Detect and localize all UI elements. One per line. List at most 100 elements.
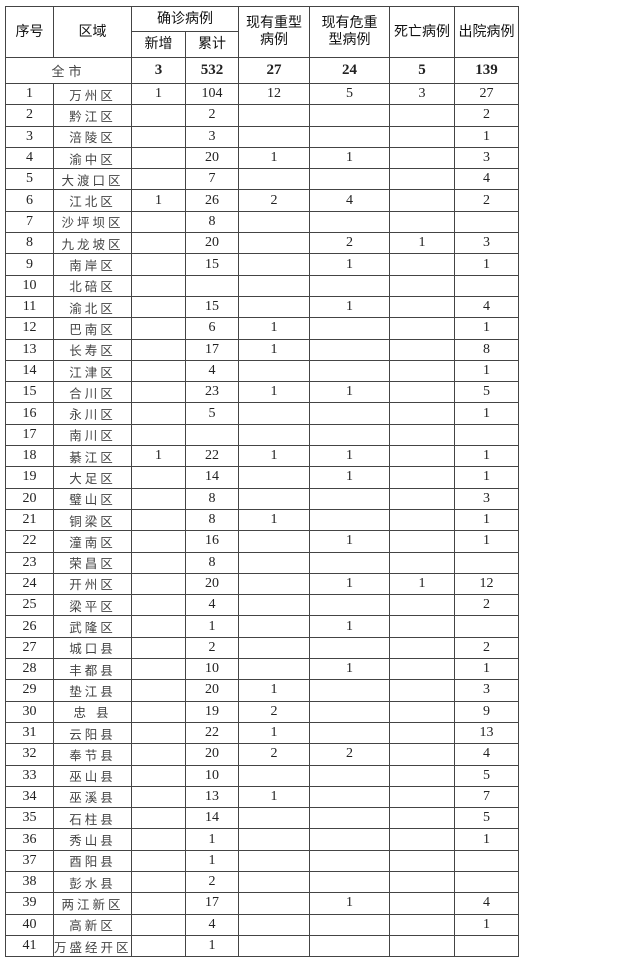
cell-discharged: 13 — [454, 721, 519, 745]
cell-severe: 1 — [238, 508, 310, 532]
cell-deaths: 1 — [389, 232, 455, 255]
cell-new — [131, 125, 186, 148]
cell-severe — [238, 572, 310, 596]
cell-critical — [309, 104, 390, 127]
cell-severe: 1 — [238, 785, 310, 809]
cell-region: 江北区 — [53, 189, 132, 212]
header-severe: 现有重型病例 — [238, 6, 310, 58]
cell-severe — [238, 125, 310, 148]
table-row: 11 渝北区 15 1 4 — [5, 295, 519, 319]
cell-index: 14 — [5, 359, 54, 383]
cell-discharged: 1 — [454, 530, 519, 553]
table-row: 5 大渡口区 7 4 — [5, 168, 519, 191]
cell-discharged: 1 — [454, 658, 519, 681]
cell-new — [131, 466, 186, 489]
cell-index: 36 — [5, 828, 54, 851]
cell-region: 九龙坡区 — [53, 232, 132, 255]
table-row: 7 沙坪坝区 8 — [5, 210, 519, 234]
table-row: 33 巫山县 10 5 — [5, 764, 519, 787]
cell-critical — [309, 338, 390, 361]
cell-severe: 1 — [238, 146, 310, 170]
total-discharged: 139 — [454, 57, 519, 84]
cell-deaths — [389, 934, 455, 958]
cell-new — [131, 892, 186, 915]
cell-new: 1 — [131, 82, 186, 106]
cell-cumulative: 7 — [185, 168, 239, 191]
total-row: 全市 3 532 27 24 5 139 — [5, 57, 519, 84]
cell-index: 20 — [5, 487, 54, 510]
cell-cumulative: 4 — [185, 913, 239, 936]
cell-deaths — [389, 785, 455, 809]
table-row: 4 渝中区 20 1 1 3 — [5, 146, 519, 170]
total-label: 全市 — [5, 57, 132, 84]
cell-severe — [238, 828, 310, 851]
cell-index: 26 — [5, 615, 54, 638]
cell-region: 万州区 — [53, 82, 132, 106]
cell-region: 巴南区 — [53, 317, 132, 340]
cell-deaths — [389, 828, 455, 851]
cell-new — [131, 232, 186, 255]
cell-new — [131, 721, 186, 745]
cell-severe — [238, 636, 310, 660]
cell-new — [131, 253, 186, 276]
cell-region: 长寿区 — [53, 338, 132, 361]
cell-severe — [238, 274, 310, 297]
cell-cumulative: 8 — [185, 508, 239, 532]
cell-index: 4 — [5, 146, 54, 170]
cell-cumulative: 2 — [185, 636, 239, 660]
cell-deaths — [389, 508, 455, 532]
cell-index: 39 — [5, 892, 54, 915]
cell-cumulative: 20 — [185, 679, 239, 702]
total-severe: 27 — [238, 57, 310, 84]
cell-critical — [309, 721, 390, 745]
table-row: 29 垫江县 20 1 3 — [5, 679, 519, 702]
cell-index: 7 — [5, 210, 54, 234]
cell-cumulative: 16 — [185, 530, 239, 553]
cell-index: 1 — [5, 82, 54, 106]
cell-severe — [238, 232, 310, 255]
cell-critical — [309, 849, 390, 872]
cell-new — [131, 594, 186, 617]
cell-severe: 1 — [238, 445, 310, 468]
header-index: 序号 — [5, 6, 54, 58]
cell-deaths — [389, 870, 455, 894]
cell-region: 巫溪县 — [53, 785, 132, 809]
cell-index: 5 — [5, 168, 54, 191]
cell-new — [131, 423, 186, 447]
cell-severe: 2 — [238, 189, 310, 212]
cell-critical — [309, 125, 390, 148]
cell-cumulative: 26 — [185, 189, 239, 212]
cell-new — [131, 508, 186, 532]
table-row: 28 丰都县 10 1 1 — [5, 658, 519, 681]
cell-region: 北碚区 — [53, 274, 132, 297]
cell-new — [131, 785, 186, 809]
cell-severe — [238, 892, 310, 915]
cell-new — [131, 551, 186, 574]
cell-discharged — [454, 423, 519, 447]
cell-deaths — [389, 764, 455, 787]
cell-critical — [309, 423, 390, 447]
cell-region: 秀山县 — [53, 828, 132, 851]
cell-severe — [238, 359, 310, 383]
cell-new — [131, 530, 186, 553]
cell-discharged: 27 — [454, 82, 519, 106]
table-row: 23 荣昌区 8 — [5, 551, 519, 574]
cell-new — [131, 402, 186, 425]
cell-new — [131, 764, 186, 787]
cell-index: 25 — [5, 594, 54, 617]
cell-critical: 1 — [309, 466, 390, 489]
cell-index: 27 — [5, 636, 54, 660]
cell-index: 40 — [5, 913, 54, 936]
cell-index: 32 — [5, 743, 54, 766]
cell-region: 南岸区 — [53, 253, 132, 276]
cell-critical — [309, 210, 390, 234]
table-row: 10 北碚区 — [5, 274, 519, 297]
cell-discharged — [454, 210, 519, 234]
cell-discharged — [454, 849, 519, 872]
cell-critical: 1 — [309, 658, 390, 681]
cell-cumulative: 2 — [185, 104, 239, 127]
cell-index: 30 — [5, 700, 54, 723]
table-row: 21 铜梁区 8 1 1 — [5, 508, 519, 532]
cell-region: 石柱县 — [53, 807, 132, 830]
cell-index: 15 — [5, 381, 54, 404]
